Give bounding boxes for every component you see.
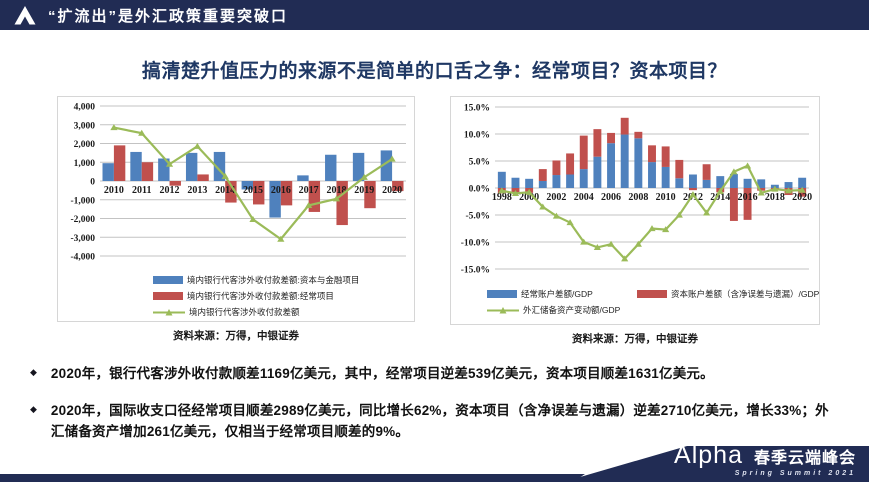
svg-text:2012: 2012 (683, 192, 703, 203)
event-subtitle: Spring Summit 2021 (734, 470, 856, 477)
svg-text:3,000: 3,000 (74, 121, 96, 131)
bullet-list: ◆ 2020年，银行代客涉外收付款顺差1169亿美元，其中，经常项目逆差539亿… (30, 363, 842, 458)
bullet-item: ◆ 2020年，银行代客涉外收付款顺差1169亿美元，其中，经常项目逆差539亿… (30, 363, 842, 385)
svg-text:2017: 2017 (299, 185, 319, 196)
svg-text:-15.0%: -15.0% (461, 266, 490, 276)
bop-gdp-legend: 经常账户差额/GDP 资本账户差额（含净误差与遗漏）/GDP 外汇储备资产变动额/G… (451, 284, 819, 316)
svg-text:4,000: 4,000 (74, 103, 96, 113)
bank-flows-legend: 境内银行代客涉外收付款差额:资本与金融项目 境内银行代客涉外收付款差额:经常项目境… (58, 272, 414, 318)
svg-text:-5.0%: -5.0% (465, 212, 490, 222)
header-title: “扩流出”是外汇政策重要突破口 (48, 7, 289, 25)
svg-text:2014: 2014 (215, 185, 235, 196)
bop-balance-to-gdp-svg: 15.0% 10.0% 5.0% 0.0% -5.0% -10.0% -15.0% 1998 2… (461, 104, 812, 276)
legend-label: 境内银行代客涉外收付款差额:经常项目 (187, 291, 334, 301)
footer-strip (0, 474, 585, 482)
legend-swatch (637, 290, 667, 298)
svg-text:15.0%: 15.0% (464, 104, 490, 114)
chart-bop-balance-to-gdp: 15.0% 10.0% 5.0% 0.0% -5.0% -10.0% -15.0% 1998 2… (450, 96, 820, 325)
legend-item: 境内银行代客涉外收付款差额 (153, 306, 414, 318)
legend-label: 资本账户差额（含净误差与遗漏）/GDP (671, 289, 820, 299)
svg-text:10.0%: 10.0% (464, 131, 490, 141)
bank-flows-plot: 4,000 3,000 2,000 1,000 0 -1,000 -2,000 -3,000 -… (58, 97, 414, 272)
legend-label: 外汇储备资产变动额/GDP (523, 305, 621, 315)
source-left: 资料来源：万得，中银证券 (173, 330, 299, 342)
footer-banner-text: Alpha 春季云端峰会 Spring Summit 2021 (674, 441, 856, 478)
legend-item: 境内银行代客涉外收付款差额:经常项目 (153, 290, 414, 302)
legend-item: 经常账户差额/GDP (487, 288, 637, 300)
event-name: 春季云端峰会 (753, 450, 856, 467)
bullet-diamond-icon: ◆ (30, 403, 37, 414)
svg-text:-4,000: -4,000 (70, 253, 95, 263)
legend-item: 外汇储备资产变动额/GDP (487, 304, 637, 316)
legend-label: 境内银行代客涉外收付款差额 (189, 307, 300, 317)
legend-item: 资本账户差额（含净误差与遗漏）/GDP (637, 288, 819, 300)
bank-cross-border-flows-svg: 4,000 3,000 2,000 1,000 0 -1,000 -2,000 -3,000 -… (70, 103, 406, 263)
legend-swatch (153, 292, 183, 300)
alpha-logo-icon (12, 3, 38, 27)
svg-text:2013: 2013 (187, 185, 207, 196)
alpha-wordmark: Alpha (674, 441, 743, 469)
svg-text:1998: 1998 (492, 192, 512, 203)
svg-text:-10.0%: -10.0% (461, 239, 490, 249)
legend-label: 境内银行代客涉外收付款差额:资本与金融项目 (187, 275, 360, 285)
svg-text:-3,000: -3,000 (70, 234, 95, 244)
svg-text:2020: 2020 (382, 185, 402, 196)
svg-text:2019: 2019 (354, 185, 374, 196)
legend-item: 境内银行代客涉外收付款差额:资本与金融项目 (153, 274, 414, 286)
svg-text:2012: 2012 (160, 185, 180, 196)
svg-text:2020: 2020 (792, 192, 812, 203)
svg-text:2006: 2006 (601, 192, 621, 203)
chart-bank-cross-border-flows: 4,000 3,000 2,000 1,000 0 -1,000 -2,000 -3,000 -… (57, 96, 415, 322)
legend-swatch (487, 290, 517, 298)
svg-text:2014: 2014 (710, 192, 730, 203)
bullet-diamond-icon: ◆ (30, 367, 37, 377)
svg-text:2015: 2015 (243, 185, 263, 196)
svg-text:-2,000: -2,000 (70, 215, 95, 225)
svg-text:0: 0 (90, 178, 95, 188)
svg-text:1,000: 1,000 (74, 159, 96, 169)
svg-text:2010: 2010 (104, 185, 124, 196)
legend-line-swatch (487, 306, 519, 313)
source-right: 资料来源：万得，中银证券 (572, 333, 698, 345)
svg-text:2002: 2002 (546, 192, 566, 203)
svg-text:2010: 2010 (656, 192, 676, 203)
svg-text:2000: 2000 (519, 192, 539, 203)
svg-text:0.0%: 0.0% (469, 185, 490, 195)
bop-gdp-plot: 15.0% 10.0% 5.0% 0.0% -5.0% -10.0% -15.0% 1998 2… (451, 97, 819, 284)
footer-banner (563, 446, 869, 482)
bullet-text: 2020年，国际收支口径经常项目顺差2989亿美元，同比增长62%，资本项目（含… (50, 402, 829, 440)
svg-text:2016: 2016 (271, 185, 291, 196)
legend-swatch (153, 276, 183, 284)
svg-text:-1,000: -1,000 (70, 196, 95, 206)
bullet-text: 2020年，银行代客涉外收付款顺差1169亿美元，其中，经常项目逆差539亿美元… (50, 366, 714, 381)
svg-text:2018: 2018 (326, 185, 346, 196)
legend-line-swatch (153, 308, 185, 315)
svg-text:2004: 2004 (574, 192, 594, 203)
header-bar: “扩流出”是外汇政策重要突破口 (0, 0, 869, 30)
svg-text:2016: 2016 (738, 192, 758, 203)
svg-text:2,000: 2,000 (74, 140, 96, 150)
svg-text:2011: 2011 (132, 185, 151, 196)
svg-text:2008: 2008 (628, 192, 648, 203)
svg-text:2018: 2018 (765, 192, 785, 203)
svg-text:5.0%: 5.0% (469, 158, 490, 168)
footer-ribbon (0, 446, 869, 482)
slide-title: 搞清楚升值压力的来源不是简单的口舌之争：经常项目？资本项目？ (141, 61, 727, 82)
legend-label: 经常账户差额/GDP (521, 289, 593, 299)
bullet-item: ◆ 2020年，国际收支口径经常项目顺差2989亿美元，同比增长62%，资本项目… (30, 400, 842, 443)
